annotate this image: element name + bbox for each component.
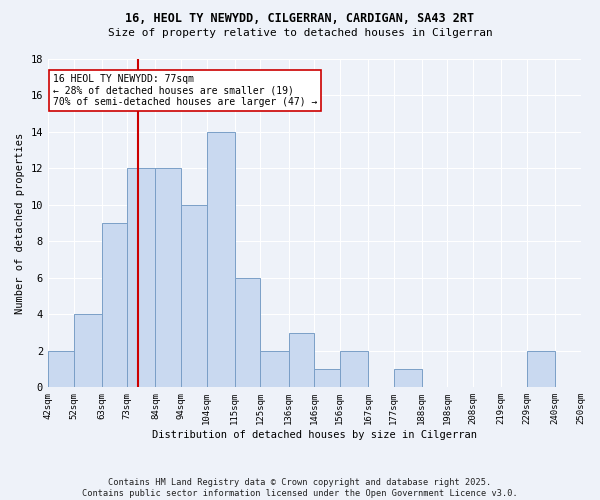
- Text: Contains HM Land Registry data © Crown copyright and database right 2025.
Contai: Contains HM Land Registry data © Crown c…: [82, 478, 518, 498]
- Bar: [260, 351, 289, 388]
- Y-axis label: Number of detached properties: Number of detached properties: [15, 132, 25, 314]
- Bar: [101, 223, 127, 388]
- X-axis label: Distribution of detached houses by size in Cilgerran: Distribution of detached houses by size …: [152, 430, 477, 440]
- Bar: [181, 205, 206, 388]
- Bar: [289, 332, 314, 388]
- Bar: [235, 278, 260, 388]
- Bar: [340, 351, 368, 388]
- Bar: [394, 369, 422, 388]
- Text: Size of property relative to detached houses in Cilgerran: Size of property relative to detached ho…: [107, 28, 493, 38]
- Bar: [127, 168, 155, 388]
- Bar: [48, 351, 74, 388]
- Bar: [74, 314, 101, 388]
- Text: 16 HEOL TY NEWYDD: 77sqm
← 28% of detached houses are smaller (19)
70% of semi-d: 16 HEOL TY NEWYDD: 77sqm ← 28% of detach…: [53, 74, 317, 107]
- Text: 16, HEOL TY NEWYDD, CILGERRAN, CARDIGAN, SA43 2RT: 16, HEOL TY NEWYDD, CILGERRAN, CARDIGAN,…: [125, 12, 475, 26]
- Bar: [206, 132, 235, 388]
- Bar: [155, 168, 181, 388]
- Bar: [314, 369, 340, 388]
- Bar: [527, 351, 555, 388]
